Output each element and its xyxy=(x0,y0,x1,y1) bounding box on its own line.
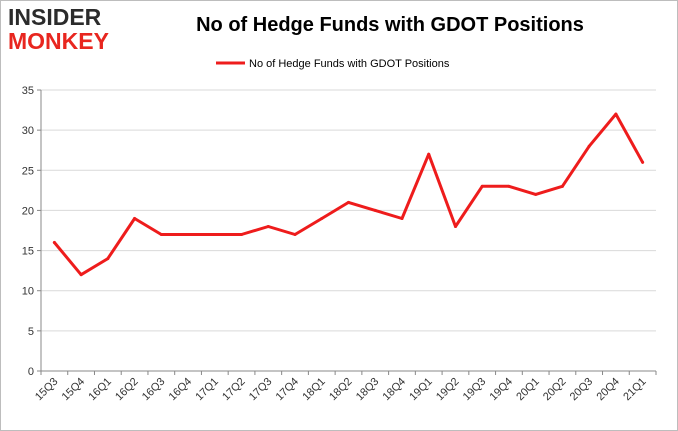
x-tick-label: 16Q3 xyxy=(140,376,168,404)
data-point xyxy=(106,257,110,261)
x-tick-label: 19Q3 xyxy=(461,376,489,404)
x-tick-label: 18Q2 xyxy=(327,376,355,404)
data-point xyxy=(213,233,217,237)
data-point xyxy=(133,216,137,220)
x-tick-label: 18Q1 xyxy=(300,376,328,404)
x-tick-label: 16Q1 xyxy=(86,376,114,404)
legend: No of Hedge Funds with GDOT Positions xyxy=(216,58,450,70)
x-tick-label: 20Q4 xyxy=(594,376,622,404)
y-tick-label: 5 xyxy=(28,326,34,338)
y-tick-label: 25 xyxy=(22,165,34,177)
x-tick-label: 18Q3 xyxy=(354,376,382,404)
data-point xyxy=(534,192,538,196)
data-point xyxy=(614,112,618,116)
x-tick-label: 16Q4 xyxy=(167,376,195,404)
x-tick-label: 17Q2 xyxy=(220,376,248,404)
x-tick-label: 15Q3 xyxy=(33,376,61,404)
y-tick-label: 20 xyxy=(22,205,34,217)
x-tick-label: 17Q4 xyxy=(274,376,302,404)
x-tick-label: 18Q4 xyxy=(381,376,409,404)
data-point xyxy=(240,233,244,237)
y-tick-labels: 0 5 10 15 20 25 30 35 xyxy=(22,85,34,378)
data-point xyxy=(186,233,190,237)
x-tick-label: 17Q1 xyxy=(193,376,221,404)
data-point xyxy=(373,208,377,212)
x-tick-label: 16Q2 xyxy=(113,376,141,404)
x-tick-label: 20Q1 xyxy=(514,376,542,404)
data-point xyxy=(427,152,431,156)
data-point xyxy=(320,216,324,220)
data-point xyxy=(641,160,645,164)
data-point xyxy=(293,233,297,237)
data-point xyxy=(453,224,457,228)
axes xyxy=(37,89,657,375)
y-tick-label: 0 xyxy=(28,366,34,378)
data-point xyxy=(400,216,404,220)
x-tick-label: 21Q1 xyxy=(621,376,649,404)
y-tick-label: 15 xyxy=(22,246,34,258)
data-point xyxy=(347,200,350,204)
x-tick-label: 20Q2 xyxy=(541,376,569,404)
data-point xyxy=(79,273,83,277)
x-tick-label: 20Q3 xyxy=(568,376,596,404)
data-point xyxy=(560,184,564,188)
x-tick-label: 19Q1 xyxy=(407,376,435,404)
grid-lines xyxy=(41,89,656,332)
y-tick-label: 30 xyxy=(22,125,34,137)
series-group xyxy=(52,112,645,277)
y-tick-label: 35 xyxy=(22,85,34,97)
legend-label: No of Hedge Funds with GDOT Positions xyxy=(249,58,450,70)
x-tick-label: 19Q4 xyxy=(488,376,516,404)
x-tick-label: 19Q2 xyxy=(434,376,462,404)
data-point xyxy=(507,184,511,188)
chart-title: No of Hedge Funds with GDOT Positions xyxy=(196,14,584,36)
brand-line-2: MONKEY xyxy=(8,28,109,54)
data-point xyxy=(266,224,270,228)
x-tick-labels: 15Q3 15Q4 16Q1 16Q2 16Q3 16Q4 17Q1 17Q2 17Q3 17Q4… xyxy=(33,376,649,404)
y-tick-label: 10 xyxy=(22,286,34,298)
x-tick-label: 15Q4 xyxy=(60,376,88,404)
data-point xyxy=(52,241,56,245)
brand-logo: INSIDER MONKEY xyxy=(8,6,130,56)
data-point xyxy=(480,184,484,188)
data-point xyxy=(587,144,591,148)
brand-line-1: INSIDER xyxy=(8,4,102,30)
x-tick-label: 17Q3 xyxy=(247,376,275,404)
data-point xyxy=(159,233,163,237)
